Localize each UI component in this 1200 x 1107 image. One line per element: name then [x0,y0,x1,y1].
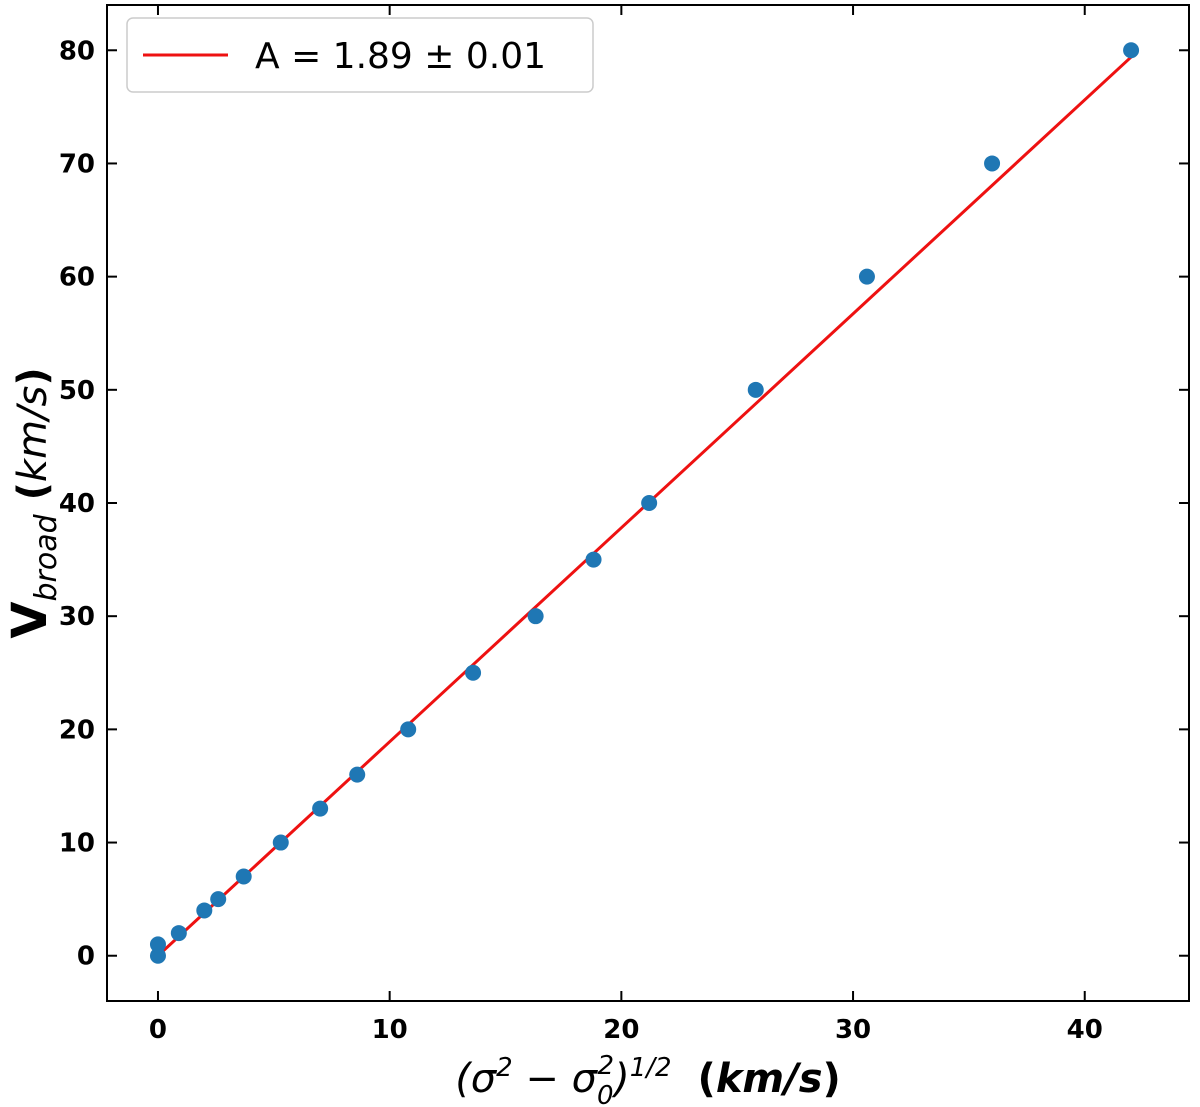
y-tick-label: 50 [59,376,95,406]
data-point [349,766,366,783]
x-axis-title-part: (σ [455,1056,498,1102]
y-axis-title-part: ( [10,482,56,500]
data-point [235,868,252,885]
x-axis-title-part: km/s [716,1056,823,1102]
x-tick-label: 40 [1067,1015,1103,1045]
x-tick-label: 0 [149,1015,167,1045]
y-tick-label: 0 [77,942,95,972]
data-point [1123,42,1140,59]
x-axis-title-part: ) [823,1056,841,1102]
data-point [272,834,289,851]
x-tick-label: 10 [372,1015,408,1045]
y-axis-ticks: 0 10 20 30 40 50 60 70 80 [59,36,1189,972]
data-point [312,800,329,817]
x-axis-title-part: 2 [598,1051,615,1081]
x-axis-title-part: 0 [597,1081,614,1107]
legend: A = 1.89 ± 0.01 [126,17,594,93]
legend-label: A = 1.89 ± 0.01 [255,36,546,77]
y-tick-label: 60 [59,263,95,293]
y-axis-title-part: km/s [10,386,56,482]
x-axis-ticks: 0 10 20 30 40 [149,5,1103,1045]
x-axis-title-part: ( [698,1056,716,1102]
y-tick-label: 10 [59,829,95,859]
x-axis-title-part: ) [611,1056,630,1102]
data-point [465,664,482,681]
data-point [196,902,213,919]
x-axis-title-part: 1/2 [630,1053,672,1083]
y-tick-label: 80 [59,36,95,66]
y-axis-title-part: broad [29,513,64,601]
y-tick-label: 70 [59,149,95,179]
y-axis-title: Vbroad (km/s) [2,367,64,638]
y-tick-label: 20 [59,715,95,745]
legend-box [126,17,594,93]
data-point [210,891,227,908]
y-axis-title-part: ) [10,367,56,385]
y-tick-label: 30 [59,602,95,632]
plot-area [149,42,1140,964]
data-point [984,155,1001,172]
x-axis-title: (σ2 − σ02)1/2 (km/s) [455,1051,841,1107]
y-tick-label: 40 [59,489,95,519]
x-axis-title-part: − σ [513,1056,599,1102]
x-axis-title-part: 2 [496,1053,513,1083]
data-point [858,268,875,285]
data-point [170,925,187,942]
data-point [149,936,166,953]
x-tick-label: 20 [603,1015,639,1045]
data-point [641,495,658,511]
x-tick-label: 30 [835,1015,871,1045]
data-point [149,947,166,964]
data-point [527,608,544,625]
data-point [400,721,417,738]
data-point [585,551,602,568]
y-axis-title-part: V [2,602,58,639]
data-point [747,381,764,398]
